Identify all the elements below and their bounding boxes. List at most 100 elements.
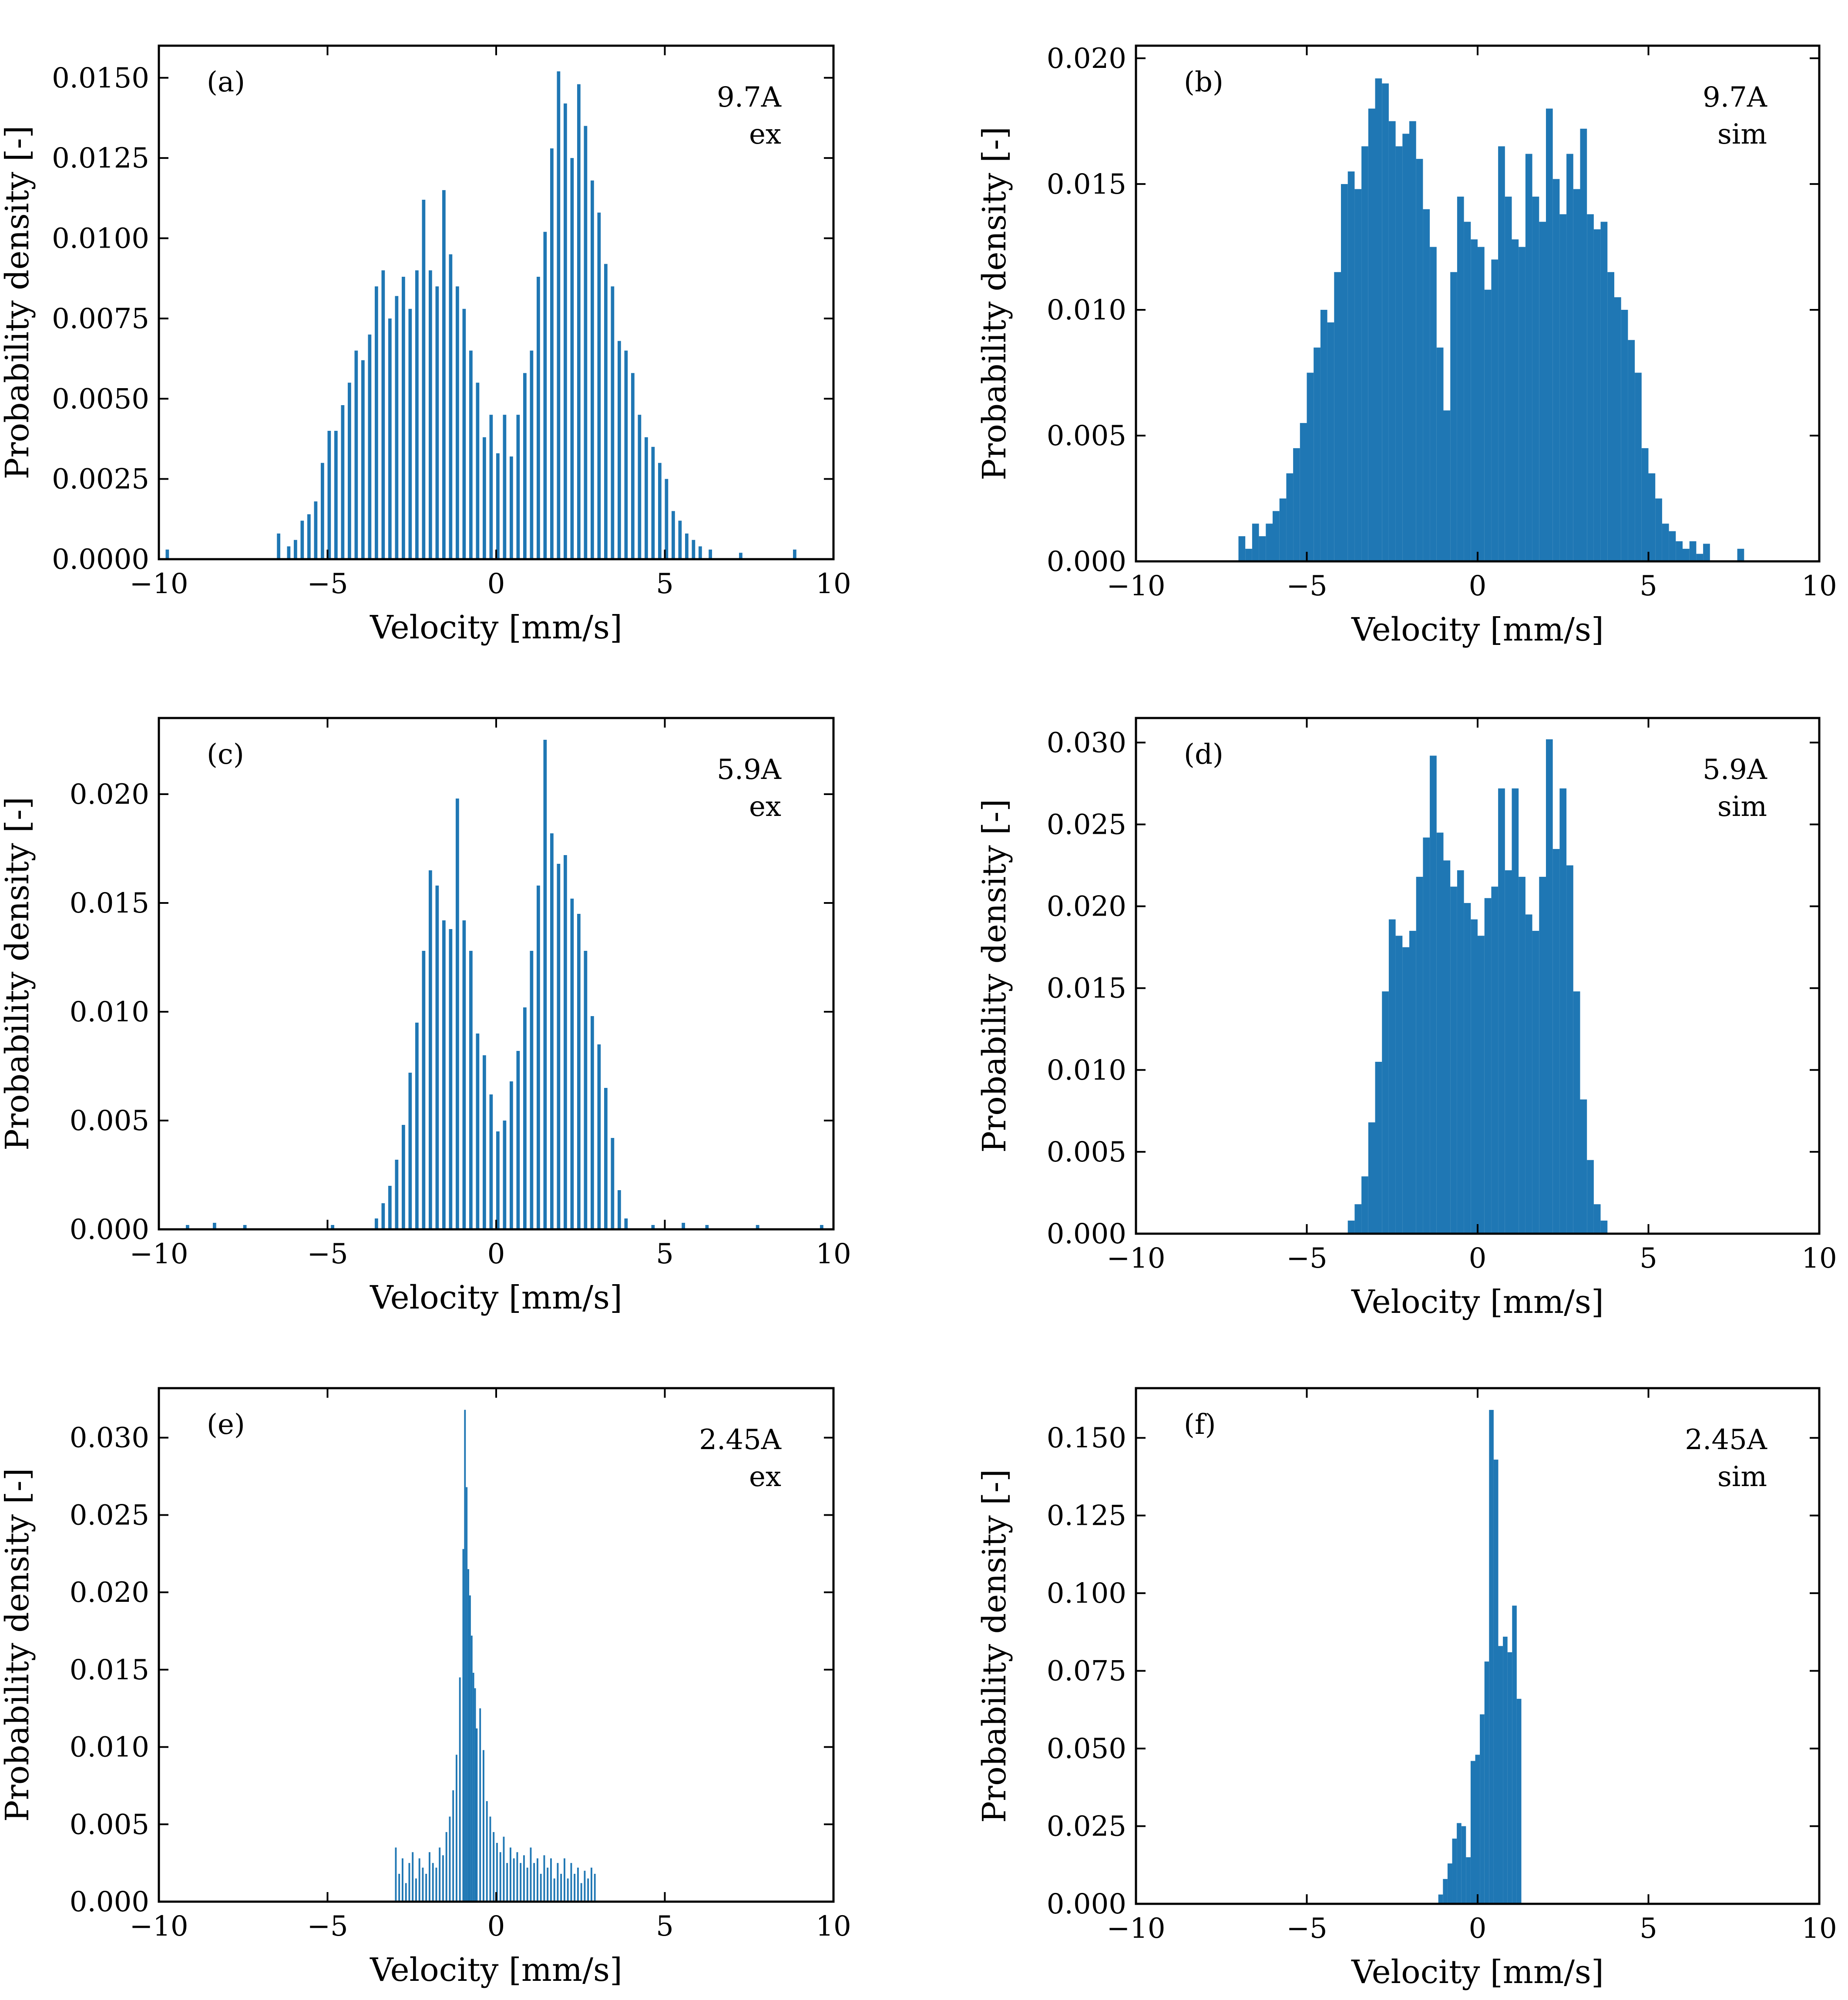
panel-label: (b) xyxy=(1184,66,1223,98)
histogram-bar xyxy=(1471,239,1478,561)
panel-label: (f) xyxy=(1184,1409,1216,1441)
histogram-bar xyxy=(1519,876,1525,1234)
y-tick-label: 0.000 xyxy=(70,1214,149,1246)
current-label: 2.45A xyxy=(1685,1424,1767,1456)
histogram-bar xyxy=(213,1223,216,1229)
y-tick-label: 0.020 xyxy=(1047,891,1126,923)
histogram-bar xyxy=(462,1549,464,1902)
histogram-bar xyxy=(422,1867,424,1902)
histogram-bar xyxy=(1466,1857,1471,1904)
histogram-bar xyxy=(1375,78,1382,561)
histogram-bar xyxy=(1327,322,1334,561)
histogram-bar xyxy=(483,437,486,559)
x-tick-label: 5 xyxy=(656,568,674,600)
histogram-bar xyxy=(314,501,318,559)
y-tick-label: 0.025 xyxy=(70,1499,149,1531)
histogram-bar xyxy=(1737,549,1744,561)
histogram-bar xyxy=(543,1855,545,1902)
histogram-bar xyxy=(591,180,594,559)
source-label: sim xyxy=(1717,791,1767,823)
histogram-bar xyxy=(597,212,601,559)
histogram-bar xyxy=(1347,1220,1355,1234)
histogram-bar xyxy=(1341,184,1348,561)
histogram-bar xyxy=(415,1878,417,1902)
x-tick-label: 5 xyxy=(656,1238,674,1270)
histogram-bar xyxy=(1382,991,1389,1234)
histogram-bar xyxy=(631,373,635,559)
x-axis-label: Velocity [mm/s] xyxy=(370,609,622,646)
x-tick-label: −10 xyxy=(129,1910,188,1943)
histogram-bar xyxy=(368,334,372,559)
histogram-bar xyxy=(462,920,466,1229)
histogram-bar xyxy=(550,833,554,1229)
histogram-bar xyxy=(1480,1714,1485,1904)
histogram-bar xyxy=(456,799,459,1229)
histogram-bar xyxy=(1409,121,1416,561)
histogram-bar xyxy=(1580,1099,1587,1234)
histogram-bar xyxy=(1559,214,1567,561)
histogram-bar xyxy=(510,456,513,559)
histogram-bar xyxy=(1505,196,1512,562)
histogram-bar xyxy=(567,1878,569,1902)
panel-label: (c) xyxy=(207,738,244,771)
histogram-bar xyxy=(1614,297,1621,561)
histogram-bar xyxy=(1498,146,1505,562)
histogram-bar xyxy=(429,1852,430,1902)
x-tick-label: −10 xyxy=(129,568,188,600)
histogram-bar xyxy=(466,1487,468,1902)
histogram-bar xyxy=(523,373,527,559)
histogram-bar xyxy=(442,920,446,1229)
histogram-bar xyxy=(530,951,534,1229)
histogram-bar xyxy=(557,1863,559,1902)
x-tick-label: 5 xyxy=(1640,1242,1657,1275)
histogram-bar xyxy=(1546,108,1553,561)
histogram-bar xyxy=(611,286,615,560)
histogram-bar xyxy=(294,540,297,559)
histogram-bar xyxy=(705,1225,709,1229)
panel-c: −10 −5 0 5 10 0.000 0.005 0.010 0.015 0.020 Veloci… xyxy=(0,717,851,1316)
histogram-bar xyxy=(1519,247,1525,561)
histogram-bar xyxy=(503,415,507,560)
histogram-bar xyxy=(459,1677,461,1902)
histogram-bar xyxy=(415,1023,419,1229)
histogram-bar xyxy=(287,546,291,559)
source-label: sim xyxy=(1717,118,1767,151)
histogram-bar xyxy=(307,514,311,559)
histogram-bar xyxy=(594,1874,596,1902)
histogram-bar xyxy=(1552,849,1560,1234)
y-tick-label: 0.010 xyxy=(1047,294,1126,326)
histogram-bar xyxy=(1559,788,1567,1234)
histogram-bar xyxy=(300,520,304,559)
histogram-bar xyxy=(587,1878,589,1902)
histogram-bar xyxy=(456,286,459,560)
histogram-bar xyxy=(1395,146,1403,562)
histogram-bar xyxy=(1484,1661,1489,1904)
y-tick-label: 0.010 xyxy=(1047,1054,1126,1087)
y-tick-label: 0.010 xyxy=(70,996,149,1028)
histogram-bar xyxy=(1238,536,1246,561)
histogram-bar xyxy=(1457,870,1464,1234)
histogram-bar xyxy=(496,453,500,560)
histogram-bar xyxy=(1443,1879,1448,1904)
x-tick-label: 10 xyxy=(816,1238,851,1270)
histogram-bar xyxy=(1484,898,1492,1234)
histogram-bar xyxy=(479,1708,481,1902)
histogram-bar xyxy=(1484,289,1492,561)
histogram-bar xyxy=(476,383,480,560)
current-label: 9.7A xyxy=(1703,81,1767,114)
histogram-bar xyxy=(1566,865,1573,1234)
histogram-bar xyxy=(1452,1839,1457,1904)
y-tick-label: 0.000 xyxy=(70,1886,149,1918)
x-axis-label: Velocity [mm/s] xyxy=(370,1951,622,1989)
current-label: 5.9A xyxy=(1703,754,1767,786)
histogram-bar xyxy=(645,437,648,559)
histogram-bar xyxy=(543,232,547,559)
histogram-bar xyxy=(1669,531,1676,561)
histogram-bar xyxy=(341,405,345,559)
current-label: 2.45A xyxy=(699,1424,782,1456)
y-tick-label: 0.015 xyxy=(1047,168,1126,201)
panel-label: (d) xyxy=(1184,738,1223,771)
y-tick-label: 0.025 xyxy=(1047,809,1126,841)
x-tick-label: 0 xyxy=(487,1910,505,1943)
histogram-bar xyxy=(1621,309,1628,561)
